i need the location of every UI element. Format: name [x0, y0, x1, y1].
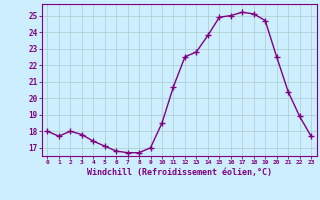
X-axis label: Windchill (Refroidissement éolien,°C): Windchill (Refroidissement éolien,°C) — [87, 168, 272, 177]
